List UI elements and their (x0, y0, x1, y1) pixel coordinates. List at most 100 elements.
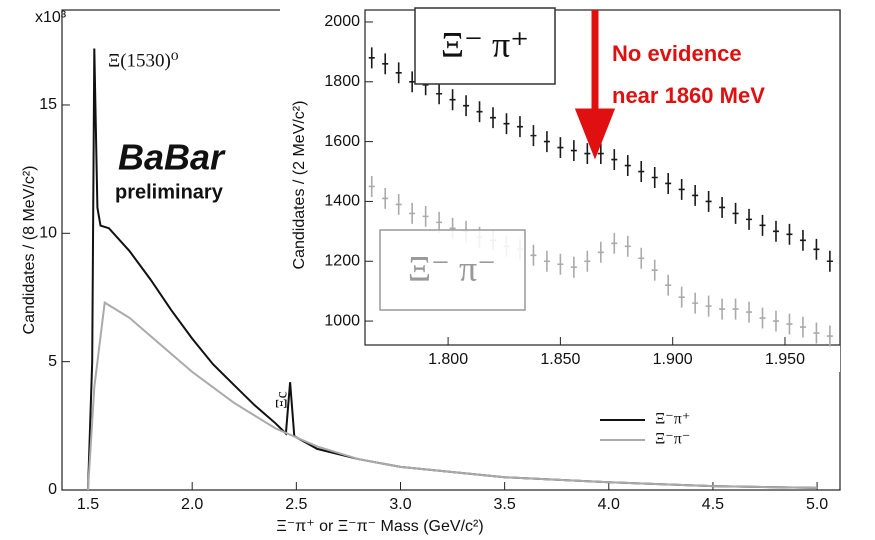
error-point (651, 259, 658, 281)
annotation-text: No evidence (612, 41, 742, 66)
y-tick-label: 1200 (324, 252, 360, 269)
preliminary-label: preliminary (115, 181, 224, 203)
channel-label: Ξ⁻ π⁺ (441, 24, 529, 64)
y-tick-label: 15 (39, 96, 57, 113)
y-axis-title: Candidates / (8 MeV/c²) (21, 166, 38, 335)
x-tick-label: 2.5 (285, 496, 307, 513)
error-point (395, 193, 402, 215)
error-point (597, 241, 604, 263)
error-point (746, 208, 753, 230)
error-point (382, 187, 389, 209)
inset-background (280, 0, 840, 372)
x-tick-label: 4.5 (702, 496, 724, 513)
error-point (597, 143, 604, 165)
error-point (692, 292, 699, 314)
error-point (665, 274, 672, 296)
error-point (436, 83, 443, 105)
error-point (705, 295, 712, 317)
error-point (368, 176, 375, 197)
legend-label: Ξ⁻π⁻ (655, 431, 690, 448)
error-point (409, 71, 416, 93)
y-tick-label: 0 (48, 481, 57, 498)
label-box (414, 7, 556, 85)
x-axis-title: Ξ⁻π⁺ or Ξ⁻π⁻ Mass (GeV/c²) (276, 518, 483, 535)
y-tick-label: 1000 (324, 312, 360, 329)
y-multiplier: x10³ (35, 9, 67, 26)
x-tick-label: 1.800 (428, 351, 468, 368)
x-tick-label: 3.0 (389, 496, 411, 513)
inset-plot: 1.800 1.850 1.900 1.950 1000 1200 1400 1600 1800… (280, 0, 841, 372)
error-point (584, 143, 591, 165)
y-tick-label: 1400 (324, 193, 360, 210)
error-point (759, 214, 766, 236)
x-tick-label: 3.5 (494, 496, 516, 513)
error-point (678, 286, 685, 308)
error-point (409, 202, 416, 224)
error-point (382, 53, 389, 75)
error-point (799, 316, 806, 338)
error-point (584, 250, 591, 272)
error-point (799, 229, 806, 251)
error-point (530, 244, 537, 266)
error-point (692, 184, 699, 206)
error-point (570, 256, 577, 278)
channel-label: Ξ⁻ π⁻ (408, 248, 496, 288)
annotation-text: near 1860 MeV (612, 83, 765, 108)
error-point (557, 137, 564, 159)
error-point (813, 238, 820, 260)
error-point (826, 325, 833, 347)
error-point (503, 113, 510, 135)
x-tick-label: 1.5 (77, 496, 99, 513)
peak-label: Ξc (274, 391, 291, 408)
x-tick-label: 4.0 (598, 496, 620, 513)
error-point (746, 301, 753, 323)
error-point (490, 107, 497, 129)
error-point (732, 202, 739, 224)
experiment-label: BaBar (118, 137, 226, 178)
error-point (368, 47, 375, 69)
error-point (786, 313, 793, 335)
error-point (665, 173, 672, 194)
error-point (678, 178, 685, 200)
error-point (557, 253, 564, 275)
error-point (719, 196, 726, 218)
y-tick-label: 2000 (324, 13, 360, 30)
error-point (476, 101, 483, 123)
y-tick-label: 10 (39, 225, 57, 242)
peak-label: Ξ(1530)⁰ (108, 50, 179, 71)
error-point (543, 250, 550, 272)
error-point (651, 167, 658, 188)
annotations: x10³ Candidates / (8 MeV/c²) Ξ⁻π⁺ or Ξ⁻π… (21, 7, 765, 535)
error-point (543, 131, 550, 153)
error-point (719, 298, 726, 320)
error-point (449, 89, 456, 111)
error-point (638, 247, 645, 269)
error-point (463, 95, 470, 117)
error-point (772, 310, 779, 332)
x-tick-label: 1.950 (765, 351, 805, 368)
x-tick-label: 2.0 (181, 496, 203, 513)
error-point (516, 116, 523, 138)
error-point (530, 125, 537, 147)
y-tick-label: 5 (48, 353, 57, 370)
error-point (395, 62, 402, 84)
x-tick-label: 1.900 (653, 351, 693, 368)
plot-frame (364, 9, 841, 346)
error-point (759, 307, 766, 329)
error-point (813, 322, 820, 344)
error-point (826, 250, 833, 272)
y-tick-label: 1800 (324, 73, 360, 90)
error-point (624, 155, 631, 177)
error-point (786, 223, 793, 245)
arrow (574, 10, 616, 160)
error-point (638, 161, 645, 182)
y-tick-label: 1600 (324, 133, 360, 150)
x-tick-label: 1.850 (540, 351, 580, 368)
main-plot: 1.5 2.0 2.5 3.0 3.5 4.0 4.5 5.0 0 5 10 15 (39, 9, 841, 513)
error-point (705, 190, 712, 212)
series-line (87, 300, 818, 491)
error-point (611, 232, 618, 254)
legend-label: Ξ⁻π⁺ (655, 411, 690, 428)
error-point (570, 140, 577, 162)
